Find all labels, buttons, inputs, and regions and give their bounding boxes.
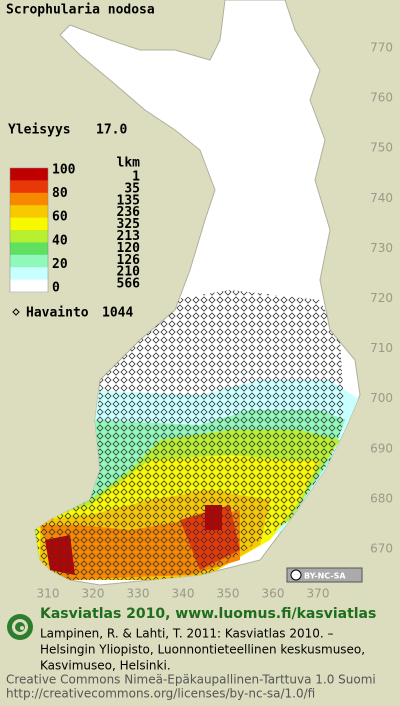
legend-swatch — [10, 254, 48, 268]
legend-count: 126 — [117, 253, 141, 268]
x-tick-label: 350 — [217, 587, 240, 601]
observation-label: Havainto — [26, 306, 89, 321]
legend-level: 80 — [52, 186, 68, 201]
y-tick-label: 760 — [370, 91, 393, 105]
license-line: http://creativecommons.org/licenses/by-n… — [6, 687, 315, 701]
legend-count: 1 — [132, 170, 140, 185]
legend-swatch — [10, 205, 48, 219]
legend-count: 35 — [124, 181, 140, 196]
x-tick-label: 340 — [172, 587, 195, 601]
legend-swatch — [10, 267, 48, 281]
distribution — [35, 290, 360, 580]
legend-swatch — [10, 217, 48, 231]
footer: Lampinen, R. & Lahti, T. 2011: Kasviatla… — [6, 627, 376, 701]
badge-cc-icon — [290, 569, 302, 581]
legend-swatch — [10, 192, 48, 206]
legend-level: 40 — [52, 233, 68, 248]
legend-frame — [9, 167, 49, 293]
legend-count: 210 — [117, 265, 141, 280]
legend-swatch — [10, 279, 48, 293]
legend-level: 20 — [52, 257, 68, 272]
legend-swatch — [10, 230, 48, 243]
legend-count: 120 — [117, 241, 141, 256]
axes: 770 760 750 740 730 720 710 700 690 680 670 310 320 3… — [37, 41, 393, 601]
logo — [7, 614, 33, 640]
count-header: lkm — [117, 156, 141, 171]
license-line: Creative Commons Nimeä-Epäkaupallinen-Ta… — [6, 673, 376, 687]
citation-line: Helsingin Yliopisto, Luonnontieteellinen… — [40, 643, 365, 657]
x-tick-label: 370 — [307, 587, 330, 601]
footer-heading: Kasviatlas 2010, www.luomus.fi/kasviatla… — [40, 606, 376, 622]
frequency-value: 17.0 — [96, 123, 127, 138]
legend-count: 325 — [117, 217, 140, 232]
legend-level: 0 — [52, 281, 60, 296]
species-title: Scrophularia nodosa — [6, 3, 155, 18]
legend-count: 236 — [117, 205, 141, 220]
y-tick-label: 670 — [370, 542, 393, 556]
observation-count: 1044 — [102, 306, 133, 321]
license-badge: BY-NC-SA — [286, 567, 363, 583]
map — [34, 0, 361, 586]
citation-line: Lampinen, R. & Lahti, T. 2011: Kasviatla… — [40, 627, 334, 641]
x-tick-label: 360 — [262, 587, 285, 601]
y-tick-label: 720 — [370, 291, 393, 305]
legend-level: 100 — [52, 163, 76, 178]
legend-swatch — [10, 180, 48, 194]
x-tick-label: 320 — [82, 587, 105, 601]
legend-swatch — [10, 168, 48, 181]
legend-count: 213 — [117, 229, 140, 244]
y-tick-label: 770 — [370, 41, 393, 55]
y-tick-label: 710 — [370, 341, 393, 355]
y-tick-label: 680 — [370, 491, 393, 505]
y-tick-label: 690 — [370, 441, 393, 455]
y-tick-label: 750 — [370, 141, 393, 155]
x-tick-label: 310 — [37, 587, 60, 601]
legend-count: 566 — [117, 277, 141, 292]
badge-text: BY-NC-SA — [304, 572, 346, 581]
x-tick-label: 330 — [127, 587, 150, 601]
observation-symbol — [12, 308, 20, 316]
y-tick-label: 700 — [370, 391, 393, 405]
frequency-label: Yleisyys — [8, 123, 71, 138]
legend-count: 135 — [117, 193, 140, 208]
legend-level: 60 — [52, 210, 68, 225]
y-tick-label: 730 — [370, 241, 393, 255]
citation-line: Kasvimuseo, Helsinki. — [40, 659, 171, 673]
y-tick-label: 740 — [370, 191, 393, 205]
badge-box — [286, 567, 363, 583]
legend-swatch — [10, 242, 48, 256]
